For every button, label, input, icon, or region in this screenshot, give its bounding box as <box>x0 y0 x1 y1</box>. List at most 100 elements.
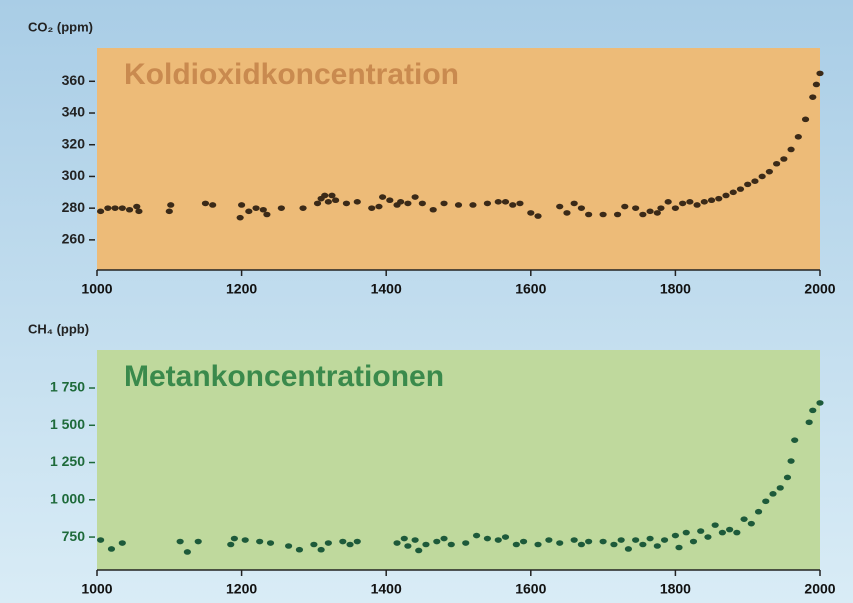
data-point <box>321 193 328 199</box>
data-point <box>473 533 480 539</box>
data-point <box>646 536 653 542</box>
data-point <box>325 540 332 546</box>
data-point <box>571 537 578 543</box>
data-point <box>126 207 133 213</box>
data-point <box>762 498 769 504</box>
data-point <box>97 537 104 543</box>
data-point <box>679 201 686 207</box>
data-point <box>784 475 791 481</box>
data-point <box>237 215 244 221</box>
data-point <box>654 543 661 549</box>
data-point <box>328 193 335 199</box>
data-point <box>227 542 234 548</box>
y-tick-label: 1 000 <box>50 490 85 506</box>
data-point <box>751 178 758 184</box>
data-point <box>719 530 726 536</box>
data-point <box>813 82 820 88</box>
panel-title: Koldioxidkoncentration <box>124 58 459 91</box>
data-point <box>484 536 491 542</box>
data-point <box>379 194 386 200</box>
data-point <box>401 536 408 542</box>
data-point <box>354 199 361 205</box>
y-tick-label: 280 <box>62 199 86 215</box>
data-point <box>422 542 429 548</box>
data-point <box>661 537 668 543</box>
data-point <box>748 521 755 527</box>
data-point <box>802 117 809 123</box>
y-tick-label: 320 <box>62 135 86 151</box>
data-point <box>665 199 672 205</box>
data-point <box>708 197 715 203</box>
y-tick-label: 300 <box>62 167 86 183</box>
data-point <box>412 537 419 543</box>
data-point <box>744 182 751 188</box>
data-point <box>618 537 625 543</box>
chart: CO₂ (ppm)Koldioxidkoncentration100012001… <box>0 0 853 603</box>
data-point <box>563 210 570 216</box>
data-point <box>256 539 263 545</box>
data-point <box>545 537 552 543</box>
data-point <box>737 186 744 192</box>
data-point <box>393 540 400 546</box>
data-point <box>242 537 249 543</box>
data-point <box>806 419 813 425</box>
y-tick-label: 750 <box>62 528 86 544</box>
data-point <box>556 204 563 210</box>
data-point <box>177 539 184 545</box>
data-point <box>252 205 259 211</box>
data-point <box>675 545 682 551</box>
data-point <box>231 536 238 542</box>
data-point <box>712 522 719 528</box>
data-point <box>202 201 209 207</box>
data-point <box>787 147 794 153</box>
x-tick-label: 1200 <box>226 581 257 597</box>
data-point <box>657 205 664 211</box>
panel-title: Metankoncentrationen <box>124 360 444 393</box>
data-point <box>267 540 274 546</box>
data-point <box>686 199 693 205</box>
x-tick-label: 1800 <box>660 281 691 297</box>
data-point <box>368 205 375 211</box>
data-point <box>119 540 126 546</box>
data-point <box>354 539 361 545</box>
data-point <box>495 199 502 205</box>
y-tick-label: 1 750 <box>50 379 85 395</box>
data-point <box>415 548 422 554</box>
data-point <box>111 205 118 211</box>
data-point <box>509 202 516 208</box>
y-tick-label: 1 500 <box>50 416 85 432</box>
data-point <box>516 201 523 207</box>
data-point <box>571 201 578 207</box>
data-point <box>683 530 690 536</box>
data-point <box>600 212 607 218</box>
data-point <box>632 537 639 543</box>
data-point <box>135 209 142 215</box>
data-point <box>769 491 776 497</box>
data-point <box>740 516 747 522</box>
data-point <box>397 199 404 205</box>
data-point <box>318 547 325 553</box>
data-point <box>343 201 350 207</box>
data-point <box>809 94 816 100</box>
data-point <box>412 194 419 200</box>
data-point <box>646 209 653 215</box>
data-point <box>600 539 607 545</box>
data-point <box>639 212 646 218</box>
data-point <box>314 201 321 207</box>
y-tick-label: 1 250 <box>50 453 85 469</box>
data-point <box>469 202 476 208</box>
x-tick-label: 1000 <box>81 281 112 297</box>
data-point <box>625 546 632 552</box>
data-point <box>816 400 823 406</box>
data-point <box>260 207 267 213</box>
data-point <box>726 527 733 533</box>
data-point <box>795 134 802 140</box>
data-point <box>578 205 585 211</box>
data-point <box>610 542 617 548</box>
data-point <box>502 199 509 205</box>
x-tick-label: 2000 <box>804 581 835 597</box>
data-point <box>462 540 469 546</box>
data-point <box>195 539 202 545</box>
x-tick-label: 1600 <box>515 281 546 297</box>
data-point <box>455 202 462 208</box>
